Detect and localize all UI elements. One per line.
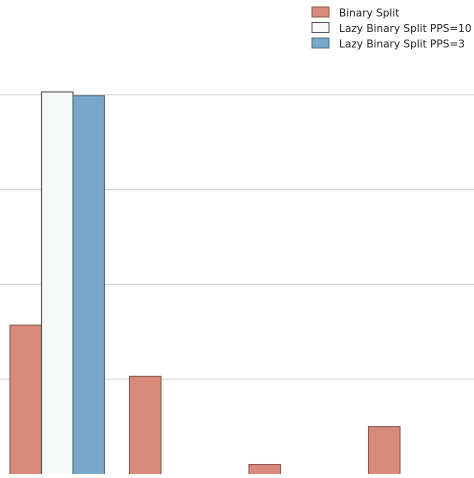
bar-binary-split-b bbox=[128, 375, 162, 477]
legend-swatch-2 bbox=[311, 22, 330, 33]
legend-swatch-3 bbox=[311, 37, 330, 49]
bar-lazy-binary-split-pps-10-a bbox=[40, 91, 74, 477]
bar-binary-split-d bbox=[367, 426, 401, 477]
bars bbox=[9, 91, 401, 477]
legend-label-2: Lazy Binary Split PPS=10 bbox=[339, 23, 472, 35]
bar-binary-split-a bbox=[9, 324, 43, 477]
legend-swatch-1 bbox=[311, 6, 330, 18]
bar-lazy-binary-split-pps-3-a bbox=[72, 95, 106, 477]
legend: Binary Split Lazy Binary Split PPS=10 Lazy… bbox=[311, 6, 472, 51]
legend-label-3: Lazy Binary Split PPS=3 bbox=[339, 39, 465, 51]
legend-label-1: Binary Split bbox=[339, 8, 399, 20]
bar-binary-split-c bbox=[248, 463, 282, 477]
